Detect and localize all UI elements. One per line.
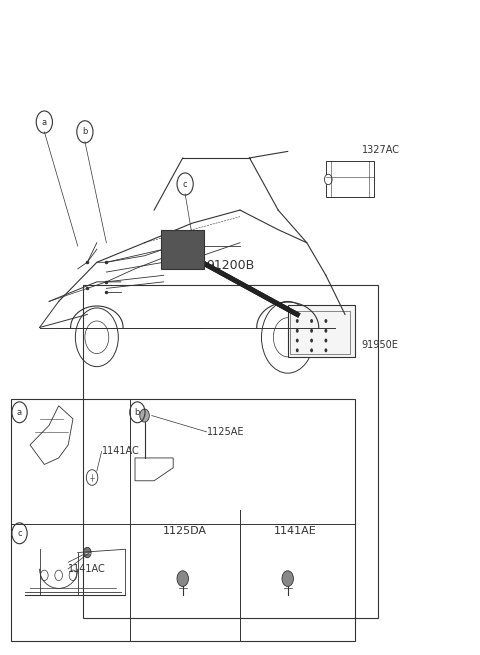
Text: 1125DA: 1125DA [163, 527, 207, 536]
Circle shape [310, 319, 313, 323]
Circle shape [177, 571, 189, 586]
Circle shape [324, 329, 327, 333]
Text: 1141AC: 1141AC [68, 564, 106, 574]
Text: a: a [17, 408, 22, 417]
Text: c: c [183, 179, 187, 189]
Bar [11, 400, 355, 641]
Circle shape [296, 339, 299, 343]
Circle shape [324, 174, 332, 185]
Circle shape [296, 319, 299, 323]
Circle shape [310, 348, 313, 352]
Bar [83, 285, 378, 618]
Text: 91950E: 91950E [362, 340, 398, 350]
Circle shape [296, 348, 299, 352]
Circle shape [84, 548, 91, 558]
Text: b: b [82, 127, 87, 136]
Text: 1141AC: 1141AC [102, 447, 139, 457]
Text: 91200B: 91200B [206, 259, 254, 272]
Text: 1125AE: 1125AE [206, 427, 244, 437]
Circle shape [310, 329, 313, 333]
Circle shape [140, 409, 149, 422]
Bar [290, 311, 350, 354]
Text: 1141AE: 1141AE [274, 527, 316, 536]
Circle shape [324, 348, 327, 352]
Circle shape [310, 339, 313, 343]
Circle shape [282, 571, 293, 586]
Text: 1327AC: 1327AC [362, 145, 400, 155]
Text: a: a [42, 117, 47, 126]
Circle shape [324, 319, 327, 323]
Circle shape [324, 339, 327, 343]
FancyBboxPatch shape [161, 230, 204, 269]
Text: c: c [17, 529, 22, 538]
Bar [288, 305, 355, 357]
Bar [326, 161, 373, 197]
Text: b: b [135, 408, 140, 417]
Circle shape [296, 329, 299, 333]
